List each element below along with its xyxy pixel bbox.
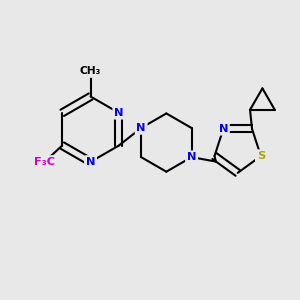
Text: CH₃: CH₃: [80, 66, 101, 76]
Text: N: N: [219, 124, 228, 134]
Text: N: N: [136, 123, 146, 133]
Text: S: S: [257, 151, 265, 161]
Text: N: N: [187, 152, 196, 162]
Text: F₃C: F₃C: [34, 157, 55, 167]
Text: N: N: [86, 157, 95, 167]
Text: N: N: [114, 108, 124, 118]
